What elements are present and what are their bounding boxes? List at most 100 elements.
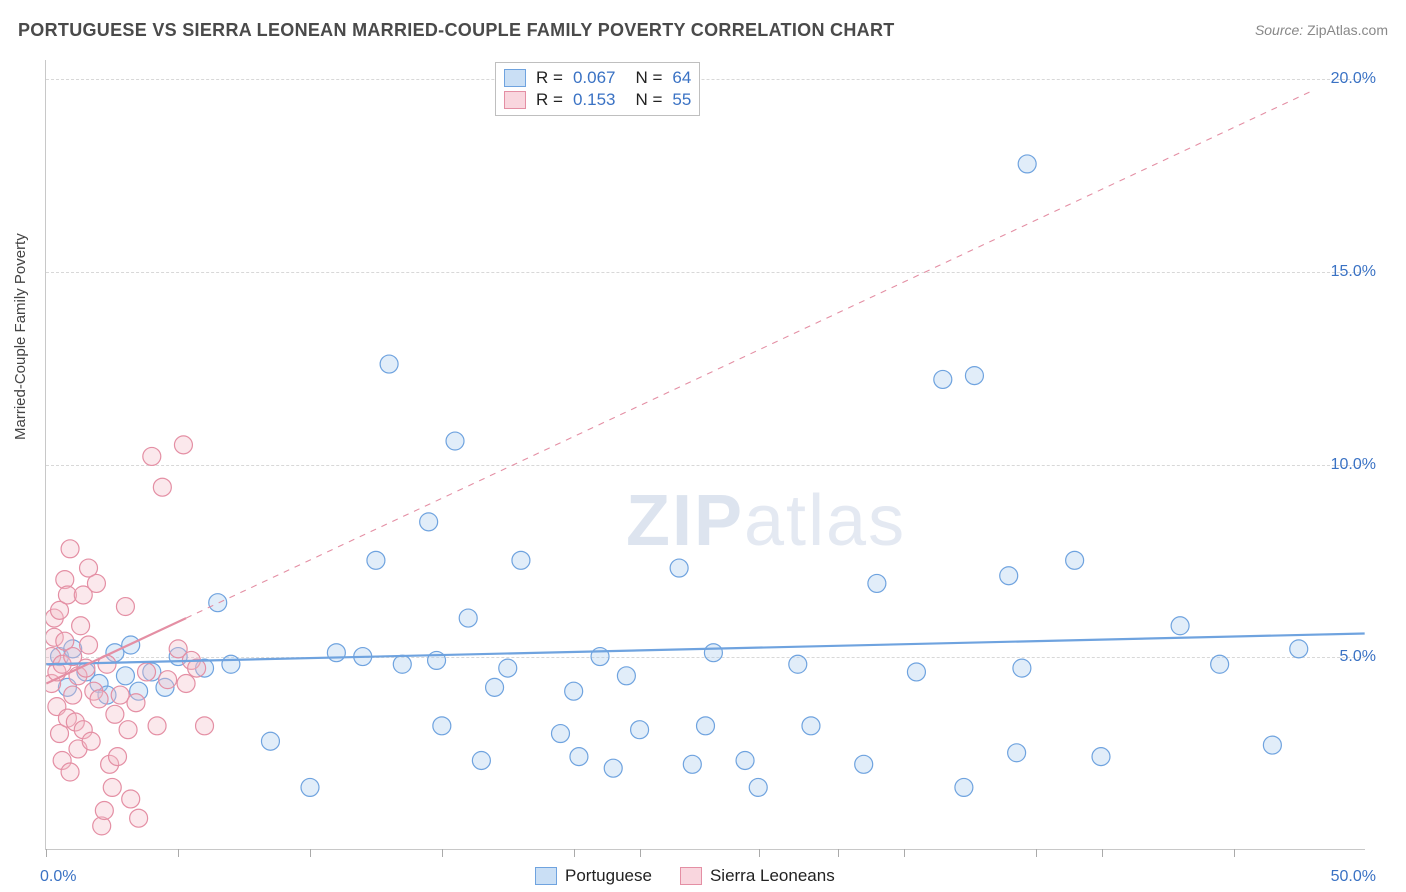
scatter-point bbox=[868, 574, 886, 592]
scatter-point bbox=[209, 594, 227, 612]
x-tick bbox=[574, 849, 575, 857]
scatter-point bbox=[1290, 640, 1308, 658]
x-tick bbox=[178, 849, 179, 857]
scatter-point bbox=[907, 663, 925, 681]
source-credit: Source: ZipAtlas.com bbox=[1255, 22, 1388, 38]
legend-item: Portuguese bbox=[535, 866, 652, 886]
scatter-point bbox=[551, 725, 569, 743]
x-axis-min-label: 0.0% bbox=[40, 868, 76, 886]
chart-title: PORTUGUESE VS SIERRA LEONEAN MARRIED-COU… bbox=[18, 20, 895, 41]
scatter-point bbox=[683, 755, 701, 773]
scatter-point bbox=[802, 717, 820, 735]
x-tick bbox=[1036, 849, 1037, 857]
scatter-point bbox=[80, 636, 98, 654]
scatter-point bbox=[61, 763, 79, 781]
scatter-point bbox=[604, 759, 622, 777]
scatter-point bbox=[1092, 748, 1110, 766]
scatter-point bbox=[1066, 551, 1084, 569]
scatter-point bbox=[138, 663, 156, 681]
scatter-point bbox=[393, 655, 411, 673]
scatter-point bbox=[1171, 617, 1189, 635]
scatter-point bbox=[327, 644, 345, 662]
scatter-point bbox=[736, 751, 754, 769]
correlation-row: R = 0.067 N = 64 bbox=[504, 67, 691, 89]
scatter-point bbox=[617, 667, 635, 685]
legend-label: Sierra Leoneans bbox=[710, 866, 835, 886]
scatter-point bbox=[148, 717, 166, 735]
scatter-point bbox=[749, 778, 767, 796]
scatter-point bbox=[459, 609, 477, 627]
scatter-point bbox=[1263, 736, 1281, 754]
x-tick bbox=[1234, 849, 1235, 857]
scatter-point bbox=[90, 690, 108, 708]
x-tick bbox=[1102, 849, 1103, 857]
scatter-point bbox=[1018, 155, 1036, 173]
scatter-point bbox=[159, 671, 177, 689]
correlation-box: R =0.067N =64R =0.153N =55 bbox=[495, 62, 700, 116]
scatter-point bbox=[420, 513, 438, 531]
scatter-svg bbox=[46, 60, 1365, 849]
x-tick bbox=[904, 849, 905, 857]
scatter-point bbox=[119, 721, 137, 739]
correlation-n-label: N = bbox=[635, 90, 662, 110]
correlation-r-value: 0.067 bbox=[573, 68, 616, 88]
source-name: ZipAtlas.com bbox=[1307, 22, 1388, 38]
scatter-point bbox=[61, 540, 79, 558]
legend-swatch bbox=[504, 69, 526, 87]
scatter-point bbox=[433, 717, 451, 735]
scatter-point bbox=[704, 644, 722, 662]
scatter-point bbox=[486, 678, 504, 696]
x-tick bbox=[442, 849, 443, 857]
x-tick bbox=[640, 849, 641, 857]
scatter-point bbox=[153, 478, 171, 496]
scatter-point bbox=[565, 682, 583, 700]
scatter-point bbox=[109, 748, 127, 766]
scatter-point bbox=[789, 655, 807, 673]
correlation-r-label: R = bbox=[536, 68, 563, 88]
x-tick bbox=[310, 849, 311, 857]
scatter-point bbox=[143, 447, 161, 465]
scatter-point bbox=[116, 598, 134, 616]
scatter-point bbox=[697, 717, 715, 735]
scatter-point bbox=[965, 367, 983, 385]
scatter-point bbox=[130, 809, 148, 827]
legend-swatch bbox=[504, 91, 526, 109]
correlation-r-label: R = bbox=[536, 90, 563, 110]
scatter-point bbox=[955, 778, 973, 796]
scatter-point bbox=[670, 559, 688, 577]
scatter-point bbox=[472, 751, 490, 769]
scatter-point bbox=[570, 748, 588, 766]
scatter-point bbox=[196, 717, 214, 735]
correlation-r-value: 0.153 bbox=[573, 90, 616, 110]
scatter-point bbox=[499, 659, 517, 677]
y-axis-label: Married-Couple Family Poverty bbox=[12, 233, 29, 440]
scatter-point bbox=[1013, 659, 1031, 677]
scatter-point bbox=[446, 432, 464, 450]
scatter-point bbox=[82, 732, 100, 750]
scatter-point bbox=[380, 355, 398, 373]
scatter-point bbox=[72, 617, 90, 635]
scatter-point bbox=[261, 732, 279, 750]
scatter-point bbox=[1211, 655, 1229, 673]
scatter-point bbox=[367, 551, 385, 569]
x-axis-max-label: 50.0% bbox=[1331, 868, 1376, 886]
legend-label: Portuguese bbox=[565, 866, 652, 886]
scatter-point bbox=[106, 705, 124, 723]
bottom-legend: Portuguese Sierra Leoneans bbox=[535, 866, 835, 886]
correlation-n-label: N = bbox=[635, 68, 662, 88]
source-label: Source: bbox=[1255, 22, 1303, 38]
scatter-point bbox=[512, 551, 530, 569]
correlation-n-value: 64 bbox=[672, 68, 691, 88]
legend-swatch bbox=[680, 867, 702, 885]
regression-line-dashed bbox=[186, 91, 1312, 618]
scatter-point bbox=[95, 802, 113, 820]
scatter-point bbox=[1008, 744, 1026, 762]
chart-plot-area: ZIPatlas bbox=[45, 60, 1365, 850]
scatter-point bbox=[111, 686, 129, 704]
scatter-point bbox=[222, 655, 240, 673]
scatter-point bbox=[855, 755, 873, 773]
scatter-point bbox=[1000, 567, 1018, 585]
correlation-row: R =0.153N =55 bbox=[504, 89, 691, 111]
legend-item: Sierra Leoneans bbox=[680, 866, 835, 886]
scatter-point bbox=[127, 694, 145, 712]
